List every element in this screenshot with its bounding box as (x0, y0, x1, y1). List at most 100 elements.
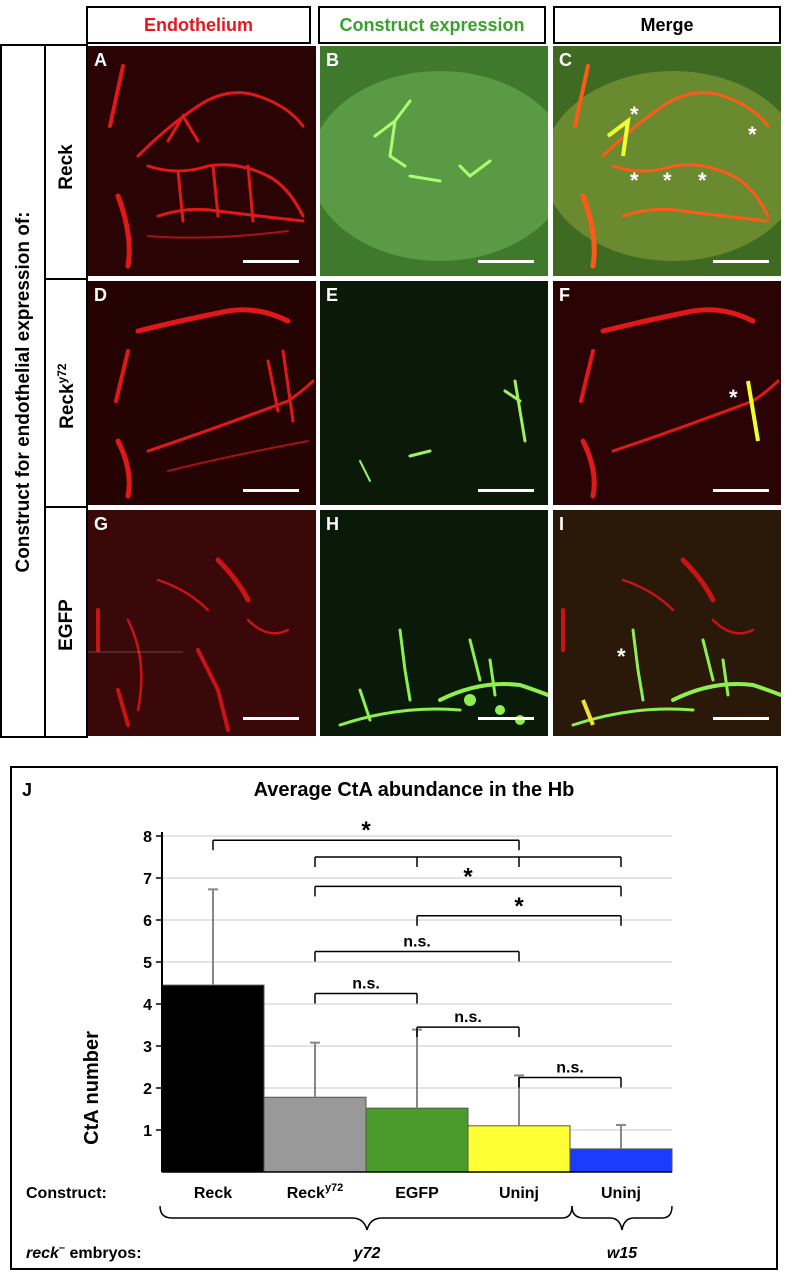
scale-bar-e (478, 489, 534, 492)
side-label: Construct for endothelial expression of: (13, 211, 34, 573)
scale-bar-c (713, 260, 769, 263)
panel-label-c: C (559, 50, 572, 70)
panel-label-d: D (94, 285, 107, 305)
significance-label: n.s. (454, 1009, 482, 1026)
micrograph-panel-f: F * (553, 281, 781, 505)
row-label-egfp: EGFP (56, 599, 77, 651)
bar (161, 984, 265, 1173)
group-brace-y72 (159, 1205, 573, 1231)
embryos-label-italic: reck (26, 1245, 60, 1262)
y-tick-label: 6 (143, 913, 152, 930)
endothelium-vessels-g (88, 510, 316, 736)
y-tick-label: 1 (143, 1123, 152, 1140)
micrograph-panel-c: C * * * * * (553, 46, 781, 276)
construct-expression-h (320, 510, 548, 736)
panel-label-i: I (559, 514, 565, 534)
embryos-row-label: reck– embryos: (26, 1242, 142, 1262)
chart-panel-j: J Average CtA abundance in the Hb CtA nu… (10, 766, 778, 1270)
column-title-endothelium: Endothelium (144, 14, 253, 35)
y-tick-label: 7 (143, 871, 152, 888)
scale-bar-h (478, 717, 534, 720)
y-axis-label: CtA number (81, 1031, 103, 1145)
y-tick-label: 4 (143, 997, 152, 1014)
construct-expression-b (320, 46, 548, 276)
panel-label-f: F (559, 285, 570, 305)
endothelium-vessels-d (88, 281, 316, 505)
endothelium-vessels-a (88, 46, 316, 276)
column-header-merge: Merge (553, 6, 781, 44)
column-header-construct: Construct expression (318, 6, 546, 44)
x-tick-label-main: Uninj (601, 1185, 641, 1202)
row-label-box-egfp: EGFP (44, 506, 88, 738)
significance-label: n.s. (556, 1060, 584, 1077)
scale-bar-i (713, 717, 769, 720)
micrograph-panel-b: B (320, 46, 548, 276)
asterisk-c3: * (630, 168, 639, 193)
asterisk-c2: * (748, 122, 757, 147)
construct-expression-e (320, 281, 548, 505)
asterisk-c1: * (630, 102, 639, 127)
chart-panel-label: J (22, 780, 32, 800)
panel-label-a: A (94, 50, 107, 70)
bar (569, 1148, 673, 1173)
merge-overlay-i (553, 510, 781, 736)
group-brace-w15 (571, 1205, 673, 1231)
panel-label-b: B (326, 50, 339, 70)
row-label-reck: Reck (56, 144, 77, 190)
y-tick-label: 8 (143, 829, 152, 846)
side-label-box: Construct for endothelial expression of: (0, 44, 46, 738)
embryos-label-rest: embryos: (65, 1245, 141, 1262)
bar (365, 1107, 469, 1173)
micrograph-panel-a: A (88, 46, 316, 276)
x-tick-label-main: Uninj (499, 1185, 539, 1202)
bar-chart: J Average CtA abundance in the Hb CtA nu… (22, 779, 673, 1262)
micrograph-panel-g: G (88, 510, 316, 736)
scale-bar-g (243, 717, 299, 720)
embryos-label-sup: – (59, 1242, 65, 1254)
scale-bar-f (713, 489, 769, 492)
significance-label: * (361, 817, 371, 844)
row-label-recky72-main: Reck (57, 383, 79, 429)
row-label-recky72: Recky72 (55, 336, 79, 456)
chart-title: Average CtA abundance in the Hb (254, 779, 575, 801)
significance-label: n.s. (352, 976, 380, 993)
group-label-y72: y72 (353, 1245, 381, 1262)
x-tick-label-main: Reck (194, 1185, 232, 1202)
row-label-box-recky72: Recky72 (44, 278, 88, 508)
x-tick-label: Uninj (499, 1185, 539, 1202)
merge-overlay-c (553, 46, 781, 276)
panel-label-h: H (326, 514, 339, 534)
x-tick-label-main: EGFP (395, 1185, 439, 1202)
panel-label-g: G (94, 514, 109, 534)
row-label-recky72-sup: y72 (54, 363, 69, 384)
construct-row-label: Construct: (26, 1185, 107, 1202)
micrograph-panel-i: I * (553, 510, 781, 736)
y-tick-label: 2 (143, 1081, 152, 1098)
y-tick-label: 5 (143, 955, 152, 972)
micrograph-panel-e: E (320, 281, 548, 505)
significance-label: * (463, 863, 473, 890)
x-tick-label: Uninj (601, 1185, 641, 1202)
column-title-merge: Merge (640, 14, 694, 35)
asterisk-f1: * (729, 385, 738, 410)
merge-overlay-f (553, 281, 781, 505)
significance-label: * (514, 893, 524, 920)
column-header-endothelium: Endothelium (86, 6, 311, 44)
column-title-construct: Construct expression (339, 14, 525, 35)
scale-bar-b (478, 260, 534, 263)
x-tick-label: Recky72 (287, 1182, 344, 1202)
bar (263, 1096, 367, 1173)
row-label-box-reck: Reck (44, 44, 88, 280)
x-tick-label: EGFP (395, 1185, 439, 1202)
panel-label-e: E (326, 285, 339, 305)
scale-bar-a (243, 260, 299, 263)
asterisk-i1: * (617, 644, 626, 669)
x-tick-label-sup: y72 (325, 1182, 343, 1194)
x-tick-label: Reck (194, 1185, 232, 1202)
significance-label: n.s. (403, 934, 431, 951)
asterisk-c4: * (663, 168, 672, 193)
asterisk-c5: * (698, 168, 707, 193)
group-label-w15: w15 (607, 1245, 638, 1262)
micrograph-panel-d: D (88, 281, 316, 505)
micrograph-panel-h: H (320, 510, 548, 736)
